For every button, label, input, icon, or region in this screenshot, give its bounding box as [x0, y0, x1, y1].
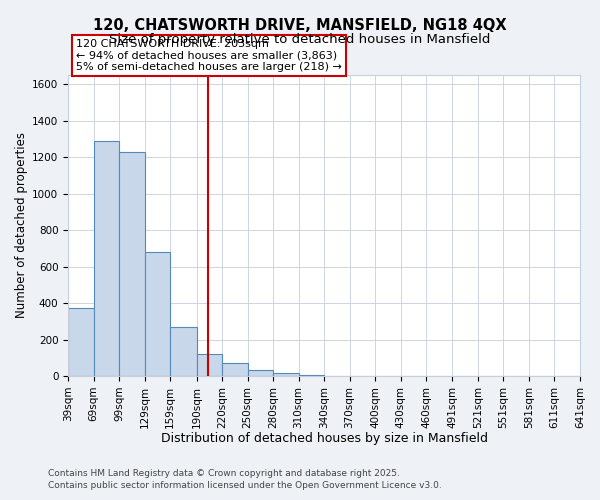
X-axis label: Distribution of detached houses by size in Mansfield: Distribution of detached houses by size … [161, 432, 488, 445]
Bar [68, 308, 94, 376]
Y-axis label: Number of detached properties: Number of detached properties [15, 132, 28, 318]
Text: 120, CHATSWORTH DRIVE, MANSFIELD, NG18 4QX: 120, CHATSWORTH DRIVE, MANSFIELD, NG18 4… [93, 18, 507, 32]
Text: Contains HM Land Registry data © Crown copyright and database right 2025.: Contains HM Land Registry data © Crown c… [48, 468, 400, 477]
Bar [170, 326, 197, 376]
Bar [119, 152, 145, 376]
Bar [248, 370, 273, 376]
Bar [94, 140, 119, 376]
Bar [197, 354, 222, 376]
Bar [222, 363, 248, 376]
Text: Size of property relative to detached houses in Mansfield: Size of property relative to detached ho… [109, 32, 491, 46]
Text: Contains public sector information licensed under the Open Government Licence v3: Contains public sector information licen… [48, 481, 442, 490]
Bar [145, 252, 170, 376]
Text: 120 CHATSWORTH DRIVE: 203sqm
← 94% of detached houses are smaller (3,863)
5% of : 120 CHATSWORTH DRIVE: 203sqm ← 94% of de… [76, 39, 341, 72]
Bar [299, 375, 324, 376]
Bar [273, 373, 299, 376]
